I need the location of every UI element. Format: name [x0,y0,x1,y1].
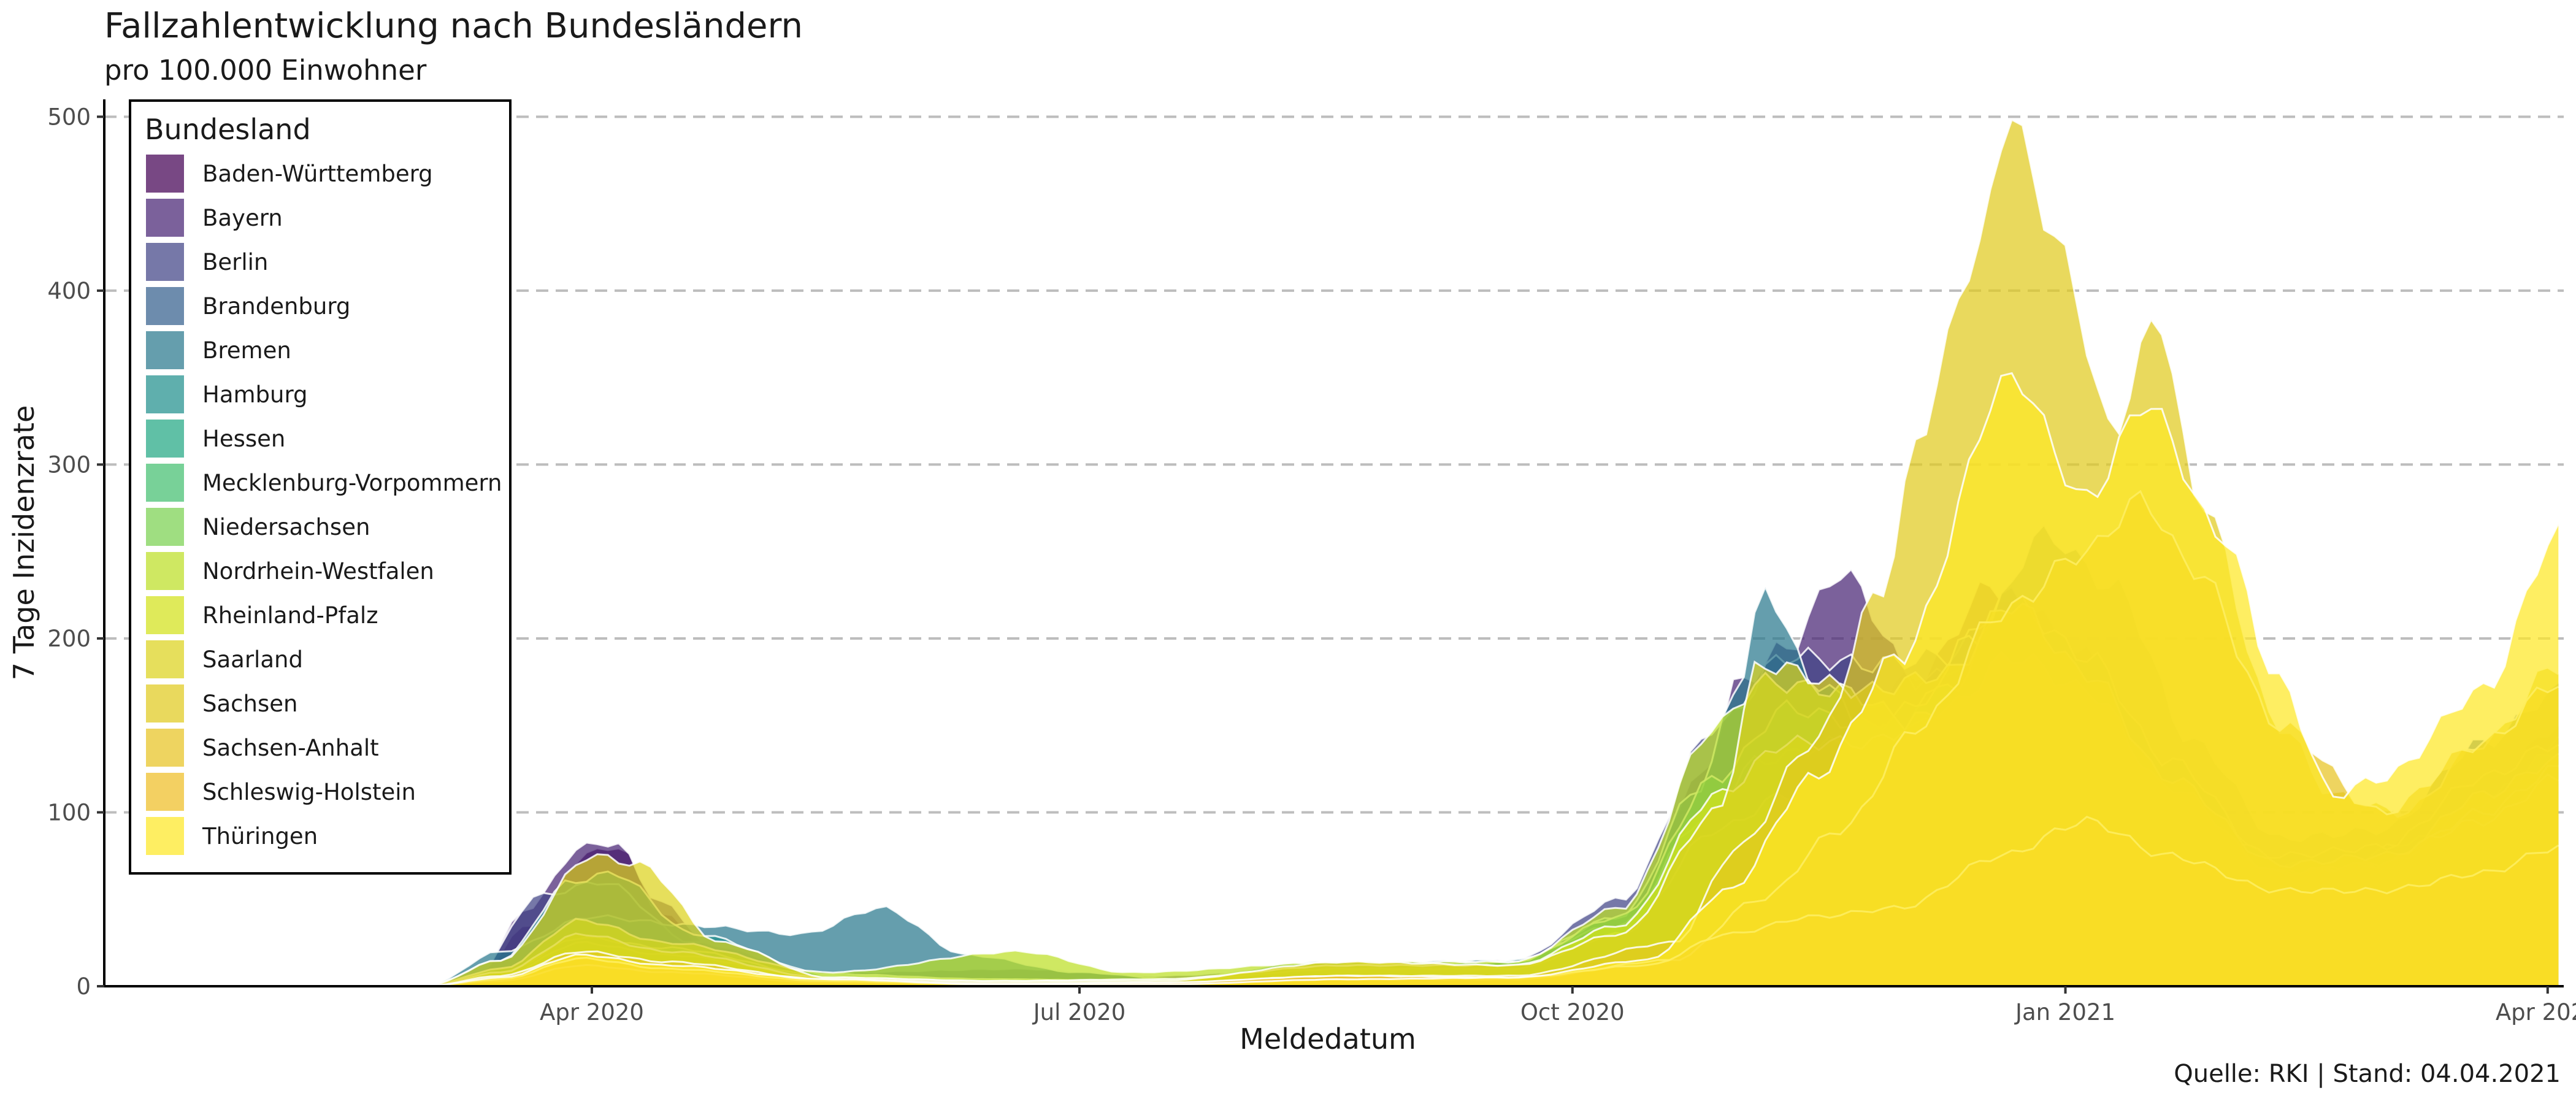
axis-ticks: 0 100 200 300 400 500 Apr 2020 Jul 2020 Oct 2020… [47,104,2576,1025]
y-tick-label: 0 [76,973,91,1000]
axes [103,99,2564,987]
legend-key-swatch [146,155,184,193]
legend-label: Bayern [202,204,283,231]
legend-label: Hessen [202,425,286,452]
legend-label: Mecklenburg-Vorpommern [202,469,502,496]
legend-key-swatch [146,552,184,590]
legend-item: Mecklenburg-Vorpommern [146,464,502,502]
legend-label: Baden-Württemberg [202,160,433,187]
legend-key-swatch [146,817,184,855]
legend-label: Schleswig-Holstein [202,778,416,805]
chart-title: Fallzahlentwicklung nach Bundesländern [104,6,803,46]
legend-item: Hessen [146,420,285,458]
legend-item: Thüringen [146,817,318,855]
legend-label: Brandenburg [202,293,351,320]
legend-item: Berlin [146,243,268,281]
legend-title: Bundesland [145,113,311,146]
legend-key-swatch [146,199,184,237]
y-tick-label: 100 [47,799,91,826]
x-tick-label: Apr 2020 [540,999,644,1025]
legend-item: Rheinland-Pfalz [146,596,378,634]
legend-item: Baden-Württemberg [146,155,433,193]
legend-label: Sachsen [202,690,298,717]
legend-key-swatch [146,773,184,811]
y-axis-title: 7 Tage Inzidenzrate [7,405,40,681]
legend-label: Nordrhein-Westfalen [202,558,434,585]
x-tick-label: Oct 2020 [1520,999,1625,1025]
y-tick-label: 300 [47,451,91,478]
legend-item: Sachsen [146,684,297,723]
legend-key-swatch [146,684,184,723]
legend-key-swatch [146,287,184,325]
legend-key-swatch [146,420,184,458]
legend-key-swatch [146,243,184,281]
x-tick-label: Jan 2021 [2014,999,2115,1025]
legend-key-swatch [146,508,184,546]
legend-item: Schleswig-Holstein [146,773,416,811]
legend-item: Nordrhein-Westfalen [146,552,434,590]
y-tick-label: 500 [47,104,91,130]
x-tick-label: Jul 2020 [1032,999,1126,1025]
y-tick-label: 200 [47,626,91,652]
legend-item: Hamburg [146,375,308,413]
legend-label: Hamburg [202,381,308,408]
area-series [425,118,2559,987]
legend-label: Thüringen [202,822,318,849]
legend-item: Brandenburg [146,287,350,325]
legend-key-swatch [146,596,184,634]
legend-key-swatch [146,464,184,502]
source-caption: Quelle: RKI | Stand: 04.04.2021 [2174,1060,2561,1088]
legend-label: Niedersachsen [202,513,370,540]
legend-item: Sachsen-Anhalt [146,729,379,767]
legend-label: Sachsen-Anhalt [202,734,379,761]
area-outline [426,372,2559,987]
legend-key-swatch [146,375,184,413]
x-axis-title: Meldedatum [1240,1022,1416,1056]
x-tick-label: Apr 2021 [2496,999,2576,1025]
area-th-ringen [426,373,2559,986]
legend-label: Saarland [202,646,303,673]
y-tick-label: 400 [47,278,91,304]
legend-item: Niedersachsen [146,508,370,546]
legend-item: Bayern [146,199,283,237]
legend-item: Bremen [146,331,291,369]
chart-subtitle: pro 100.000 Einwohner [104,54,427,86]
legend-key-swatch [146,729,184,767]
legend-item: Saarland [146,640,303,678]
legend-label: Rheinland-Pfalz [202,602,378,629]
legend-key-swatch [146,640,184,678]
legend-key-swatch [146,331,184,369]
legend-label: Berlin [202,248,269,275]
legend: Bundesland Baden-Württemberg Bayern Berlin… [129,99,512,875]
legend-label: Bremen [202,337,291,364]
